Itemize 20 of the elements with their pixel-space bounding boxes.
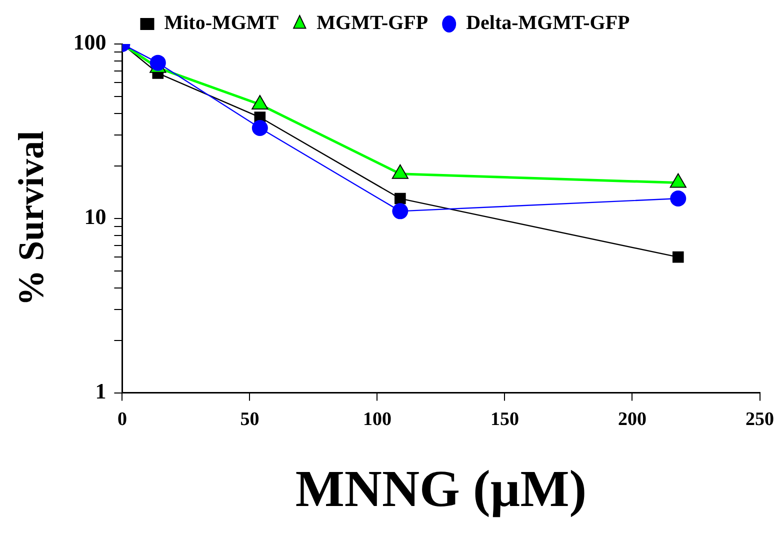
point [670,190,686,207]
y-tick-label: 100 [73,30,106,55]
x-tick-label: 150 [490,409,519,430]
y-tick-label: 1 [95,378,106,404]
x-axis-title: MNNG (µM) [295,461,587,518]
x-tick-label: 50 [240,409,260,430]
legend-label: MGMT-GFP [316,12,428,34]
x-tick-label: 100 [362,409,392,430]
x-tick-label: 200 [618,409,646,430]
point [394,192,406,204]
point [150,54,166,71]
y-tick-label: 10 [84,204,106,230]
point [672,251,684,263]
x-tick-label: 250 [746,409,774,430]
y-axis-title: % Survival [10,130,51,306]
legend-label: Mito-MGMT [164,12,280,34]
point [252,120,268,136]
x-tick-label: 0 [117,409,127,430]
point [392,203,408,220]
legend-label: Delta-MGMT-GFP [466,12,630,34]
